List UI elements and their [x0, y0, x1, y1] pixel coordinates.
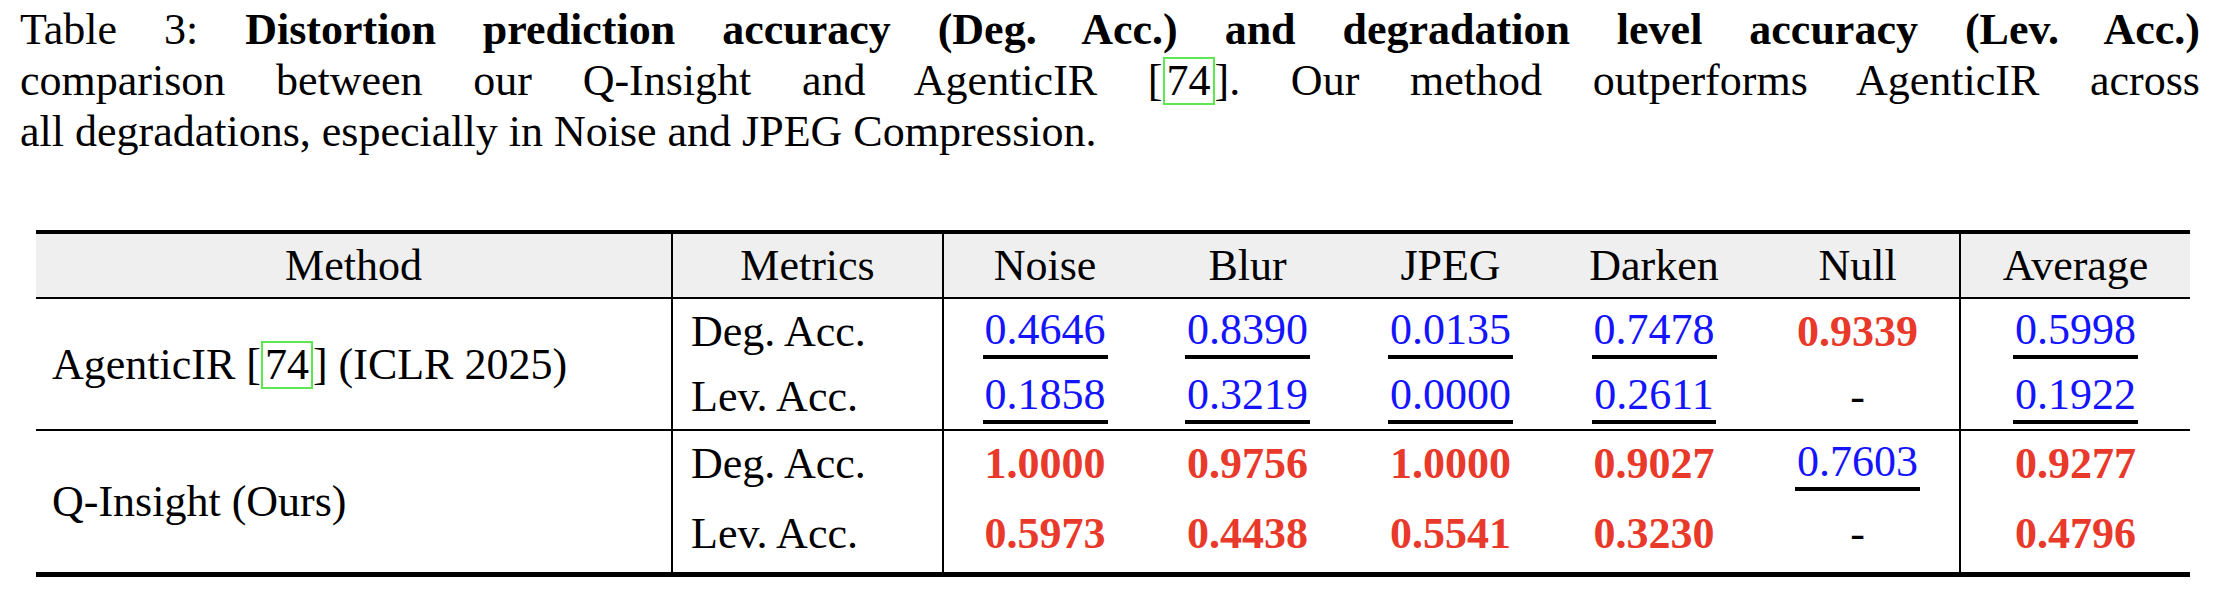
metric-label-cell: Deg. Acc.: [672, 298, 943, 364]
metric-value: 0.3230: [1594, 509, 1715, 558]
method-cell-qinsight: Q-Insight (Ours): [36, 430, 672, 574]
caption-line-2: comparison between our Q-Insight and Age…: [20, 55, 2200, 106]
cell-average: 0.9277: [1960, 430, 2190, 496]
cell-blur: 0.3219: [1146, 364, 1349, 430]
metric-value: 0.4646: [983, 307, 1108, 358]
metric-value: 0.0000: [1388, 372, 1513, 423]
table-caption: Table 3: Distortion prediction accuracy …: [20, 4, 2200, 157]
metric-label-cell: Deg. Acc.: [672, 430, 943, 496]
cell-jpeg: 0.5541: [1349, 496, 1552, 574]
metric-label: Deg. Acc.: [691, 307, 866, 356]
method-name: Q-Insight (Ours): [52, 477, 347, 526]
metric-value: 0.4796: [2015, 509, 2136, 558]
col-header-blur: Blur: [1146, 232, 1349, 298]
cell-null: 0.7603: [1756, 430, 1960, 496]
metric-label-cell: Lev. Acc.: [672, 364, 943, 430]
results-table: Method Metrics Noise Blur JPEG Darken Nu…: [36, 230, 2190, 577]
caption-line-1: Table 3: Distortion prediction accuracy …: [20, 4, 2200, 55]
cell-average: 0.1922: [1960, 364, 2190, 430]
col-header-average: Average: [1960, 232, 2190, 298]
cell-null: 0.9339: [1756, 298, 1960, 364]
metric-value: 0.4438: [1187, 509, 1308, 558]
citation-link-74-table[interactable]: 74: [261, 341, 313, 389]
metric-value: 0.1858: [983, 372, 1108, 423]
cell-darken: 0.9027: [1552, 430, 1756, 496]
metric-value: 0.5541: [1390, 509, 1511, 558]
metric-value: 0.7478: [1592, 307, 1717, 358]
caption-line-3: all degradations, especially in Noise an…: [20, 106, 2200, 157]
metric-value: 0.9339: [1797, 307, 1918, 356]
results-table-wrapper: Method Metrics Noise Blur JPEG Darken Nu…: [36, 230, 2190, 577]
caption-bold-text: Distortion prediction accuracy (Deg. Acc…: [245, 5, 2200, 54]
metric-value: 0.9277: [2015, 439, 2136, 488]
cell-null: -: [1756, 496, 1960, 574]
cell-noise: 0.1858: [943, 364, 1146, 430]
cell-blur: 0.4438: [1146, 496, 1349, 574]
cell-blur: 0.9756: [1146, 430, 1349, 496]
metric-value: 0.8390: [1185, 307, 1310, 358]
cell-noise: 1.0000: [943, 430, 1146, 496]
cell-average: 0.5998: [1960, 298, 2190, 364]
metric-value: 0.3219: [1185, 372, 1310, 423]
col-header-metrics: Metrics: [672, 232, 943, 298]
metric-value: 0.9027: [1594, 439, 1715, 488]
col-header-null: Null: [1756, 232, 1960, 298]
method-name-pre: AgenticIR [: [52, 340, 261, 389]
cell-jpeg: 1.0000: [1349, 430, 1552, 496]
cell-jpeg: 0.0000: [1349, 364, 1552, 430]
cell-jpeg: 0.0135: [1349, 298, 1552, 364]
metric-label-cell: Lev. Acc.: [672, 496, 943, 574]
metric-label: Deg. Acc.: [691, 439, 866, 488]
cell-darken: 0.7478: [1552, 298, 1756, 364]
metric-value: 0.5973: [985, 509, 1106, 558]
header-row: Method Metrics Noise Blur JPEG Darken Nu…: [36, 232, 2190, 298]
cell-noise: 0.4646: [943, 298, 1146, 364]
caption-line2-pre: comparison between our Q-Insight and Age…: [20, 56, 1163, 105]
metric-value: -: [1850, 372, 1865, 421]
metric-label: Lev. Acc.: [691, 509, 858, 558]
metric-label: Lev. Acc.: [691, 372, 858, 421]
col-header-method: Method: [36, 232, 672, 298]
metric-value: 0.2611: [1592, 372, 1715, 423]
cell-noise: 0.5973: [943, 496, 1146, 574]
paper-page: Table 3: Distortion prediction accuracy …: [0, 0, 2218, 592]
caption-line2-post: ]. Our method outperforms AgenticIR acro…: [1215, 56, 2201, 105]
citation-link-74[interactable]: 74: [1163, 57, 1215, 105]
table-row-qinsight-deg: Q-Insight (Ours) Deg. Acc. 1.0000 0.9756…: [36, 430, 2190, 496]
cell-null: -: [1756, 364, 1960, 430]
cell-darken: 0.2611: [1552, 364, 1756, 430]
cell-darken: 0.3230: [1552, 496, 1756, 574]
col-header-jpeg: JPEG: [1349, 232, 1552, 298]
method-cell-agenticir: AgenticIR [74] (ICLR 2025): [36, 298, 672, 430]
caption-label: Table 3:: [20, 5, 198, 54]
metric-value: 0.9756: [1187, 439, 1308, 488]
metric-value: 0.7603: [1795, 439, 1920, 490]
metric-value: 0.5998: [2013, 307, 2138, 358]
metric-value: 0.1922: [2013, 372, 2138, 423]
table-row-agenticir-deg: AgenticIR [74] (ICLR 2025) Deg. Acc. 0.4…: [36, 298, 2190, 364]
metric-value: 0.0135: [1388, 307, 1513, 358]
method-name-post: ] (ICLR 2025): [313, 340, 567, 389]
col-header-noise: Noise: [943, 232, 1146, 298]
metric-value: -: [1850, 509, 1865, 558]
col-header-darken: Darken: [1552, 232, 1756, 298]
cell-average: 0.4796: [1960, 496, 2190, 574]
cell-blur: 0.8390: [1146, 298, 1349, 364]
metric-value: 1.0000: [985, 439, 1106, 488]
metric-value: 1.0000: [1390, 439, 1511, 488]
